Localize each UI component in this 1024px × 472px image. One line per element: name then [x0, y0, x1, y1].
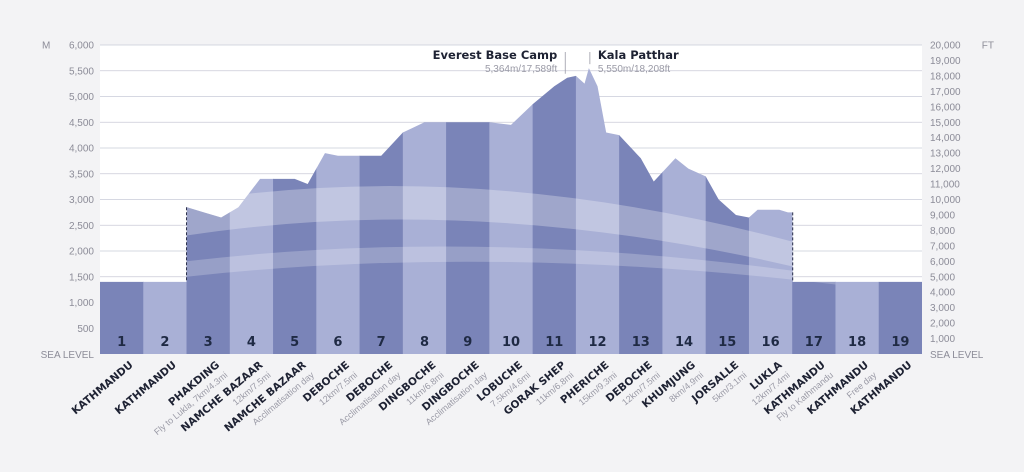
left-tick-label: 2,500 [69, 221, 94, 232]
day-number: 18 [848, 335, 866, 350]
left-tick-label: 4,000 [69, 144, 94, 155]
day-number: 4 [247, 335, 256, 350]
right-tick-label: 4,000 [930, 288, 955, 299]
left-base-label: SEA LEVEL [41, 350, 95, 361]
highlight-sweep [186, 246, 836, 285]
day-number: 14 [675, 335, 693, 350]
right-tick-label: 19,000 [930, 56, 961, 67]
right-tick-label: 7,000 [930, 241, 955, 252]
right-tick-label: 3,000 [930, 303, 955, 314]
day-number: 6 [333, 335, 342, 350]
left-tick-label: 6,000 [69, 41, 94, 52]
left-tick-label: 1,500 [69, 272, 94, 283]
day-number: 17 [805, 335, 823, 350]
right-tick-label: 13,000 [930, 149, 961, 160]
day-number: 15 [718, 335, 736, 350]
right-tick-label: 11,000 [930, 180, 960, 191]
left-tick-label: 4,500 [69, 118, 94, 129]
day-number: 7 [377, 335, 386, 350]
right-tick-label: 1,000 [930, 334, 955, 345]
day-number: 5 [290, 335, 299, 350]
left-axis-unit: M [42, 41, 50, 52]
annotation-sub: 5,364m/17,589ft [485, 64, 557, 75]
day-number: 3 [204, 335, 213, 350]
right-tick-label: 9,000 [930, 210, 955, 221]
day-number: 13 [632, 335, 650, 350]
right-tick-label: 16,000 [930, 102, 961, 113]
left-tick-label: 3,000 [69, 195, 94, 206]
left-tick-label: 5,000 [69, 92, 94, 103]
day-number: 8 [420, 335, 429, 350]
day-number: 19 [891, 335, 909, 350]
day-number: 9 [463, 335, 472, 350]
right-tick-label: 12,000 [930, 164, 961, 175]
right-tick-label: 10,000 [930, 195, 961, 206]
day-number: 12 [588, 335, 606, 350]
annotation-title: Everest Base Camp [433, 48, 558, 62]
left-tick-label: 2,000 [69, 247, 94, 258]
annotation-title: Kala Patthar [598, 48, 679, 62]
right-base-label: SEA LEVEL [930, 350, 984, 361]
right-tick-label: 2,000 [930, 319, 955, 330]
day-number: 16 [762, 335, 780, 350]
right-tick-label: 5,000 [930, 272, 955, 283]
left-tick-label: 3,500 [69, 169, 94, 180]
day-number: 11 [545, 335, 563, 350]
left-tick-label: 1,000 [69, 298, 94, 309]
highlight-sweep [186, 186, 836, 277]
left-tick-label: 5,500 [69, 66, 94, 77]
day-number: 1 [117, 335, 126, 350]
right-tick-label: 20,000 [930, 41, 961, 52]
right-tick-label: 15,000 [930, 118, 961, 129]
right-tick-label: 17,000 [930, 87, 961, 98]
left-tick-label: 500 [77, 324, 94, 335]
right-axis-unit: FT [982, 41, 994, 52]
day-number: 10 [502, 335, 520, 350]
day-column [532, 68, 577, 354]
right-tick-label: 14,000 [930, 133, 961, 144]
annotation-sub: 5,550m/18,208ft [598, 64, 670, 75]
right-tick-label: 8,000 [930, 226, 955, 237]
day-number: 2 [160, 335, 169, 350]
right-tick-label: 6,000 [930, 257, 955, 268]
right-tick-label: 18,000 [930, 71, 961, 82]
